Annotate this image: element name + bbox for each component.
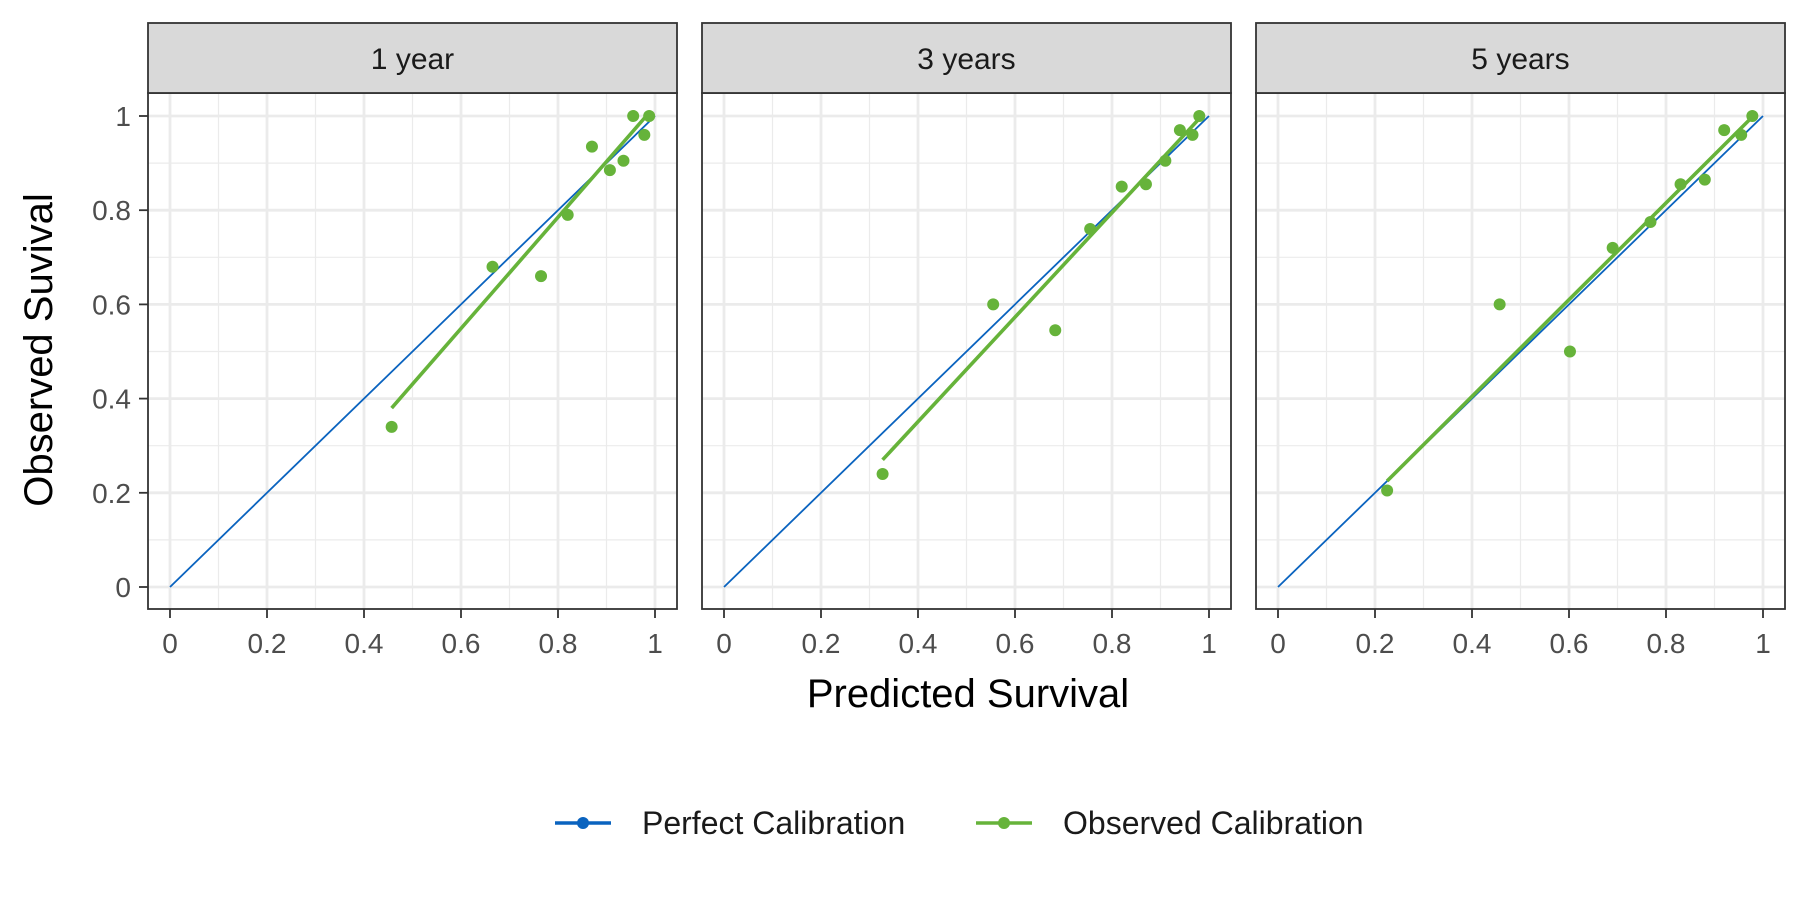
x-tick-label: 0.6 xyxy=(996,628,1035,659)
facet-label: 5 years xyxy=(1471,43,1569,76)
observed-point xyxy=(617,154,630,167)
observed-point xyxy=(561,208,574,221)
observed-point xyxy=(1735,128,1748,141)
x-tick-label: 0.4 xyxy=(345,628,384,659)
legend-label: Observed Calibration xyxy=(1063,805,1364,841)
y-axis-title: Observed Suvival xyxy=(17,193,61,506)
x-tick-label: 1 xyxy=(1755,628,1771,659)
observed-point xyxy=(1644,215,1657,228)
x-tick-label: 0.2 xyxy=(1356,628,1395,659)
facet-label: 3 years xyxy=(917,43,1015,76)
x-tick-label: 0.8 xyxy=(1647,628,1686,659)
observed-point xyxy=(1606,241,1619,254)
observed-point xyxy=(1718,124,1731,137)
observed-point xyxy=(585,140,598,153)
x-tick-label: 0.4 xyxy=(899,628,938,659)
observed-point xyxy=(1493,298,1506,311)
observed-point xyxy=(1173,124,1186,137)
observed-point xyxy=(1563,345,1576,358)
x-tick-label: 0.2 xyxy=(802,628,841,659)
x-tick-label: 0.4 xyxy=(1453,628,1492,659)
observed-point xyxy=(1746,110,1759,122)
observed-point xyxy=(1698,173,1711,186)
observed-point xyxy=(1084,223,1097,236)
x-tick-label: 0.6 xyxy=(1550,628,1589,659)
x-tick-label: 0.8 xyxy=(539,628,578,659)
y-tick-label: 0.6 xyxy=(92,289,131,320)
legend: Perfect Calibration Observed Calibration xyxy=(555,805,1364,841)
observed-point xyxy=(385,420,398,433)
observed-calibration-line xyxy=(390,114,648,410)
observed-point xyxy=(1159,154,1172,167)
x-tick-label: 0.8 xyxy=(1093,628,1132,659)
legend-label: Perfect Calibration xyxy=(642,805,905,841)
observed-calibration-line xyxy=(1385,117,1753,483)
observed-point xyxy=(603,164,616,177)
x-tick-label: 1 xyxy=(647,628,663,659)
perfect-calibration-line xyxy=(1277,115,1764,588)
x-tick-label: 0.2 xyxy=(248,628,287,659)
legend-key-point xyxy=(577,817,589,829)
observed-point xyxy=(1193,110,1206,122)
legend-key-point xyxy=(998,817,1010,829)
x-tick-label: 0 xyxy=(1270,628,1286,659)
observed-point xyxy=(535,270,548,283)
legend-item: Observed Calibration xyxy=(976,805,1364,841)
observed-point xyxy=(1139,178,1152,191)
x-tick-label: 0 xyxy=(162,628,178,659)
legend-item: Perfect Calibration xyxy=(555,805,905,841)
observed-point xyxy=(643,110,656,122)
facet-strip xyxy=(147,22,678,94)
facet-strip xyxy=(1255,22,1786,94)
facet-label: 1 year xyxy=(371,43,454,76)
facet-panel: 5 years 0 0.2 0.4 0.6 0.8 1 xyxy=(1255,22,1786,659)
observed-calibration-line xyxy=(881,114,1204,462)
observed-point xyxy=(1674,178,1687,191)
facet-strip xyxy=(701,22,1232,94)
facet-panel: 3 years 0 0.2 0.4 0.6 0.8 1 xyxy=(701,22,1232,659)
x-tick-label: 1 xyxy=(1201,628,1217,659)
y-tick-label: 0.8 xyxy=(92,195,131,226)
observed-point xyxy=(486,260,499,273)
x-tick-label: 0.6 xyxy=(442,628,481,659)
y-tick-label: 0.4 xyxy=(92,384,131,415)
observed-point xyxy=(987,298,1000,311)
observed-point xyxy=(638,128,651,141)
x-tick-label: 0 xyxy=(716,628,732,659)
observed-point xyxy=(876,467,889,480)
observed-point xyxy=(1186,128,1199,141)
observed-point xyxy=(1381,484,1394,497)
y-tick-label: 0.2 xyxy=(92,478,131,509)
y-tick-label: 0 xyxy=(115,572,131,603)
y-tick-label: 1 xyxy=(115,101,131,132)
perfect-calibration-line xyxy=(169,115,656,588)
x-axis-title: Predicted Survival xyxy=(807,672,1129,716)
observed-point xyxy=(1115,180,1128,193)
observed-point xyxy=(627,110,640,122)
observed-point xyxy=(1049,324,1062,337)
facet-panel: 1 year 0 0.2 0.4 0.6 0.8 1 0 0.2 0.4 0.6 0.8 1 xyxy=(92,22,678,659)
